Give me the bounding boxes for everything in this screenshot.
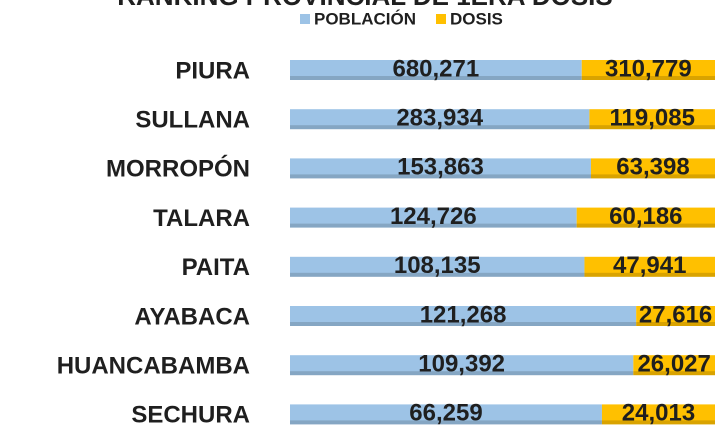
value-label: 27,616 (639, 301, 712, 328)
value-label: 119,085 (609, 105, 694, 132)
bar-segment (290, 207, 577, 228)
bar-segment (636, 306, 715, 326)
bar-shade (576, 223, 715, 228)
bar-shade (590, 174, 715, 179)
value-label: 60,186 (609, 203, 682, 230)
legend-swatch (436, 14, 446, 24)
value-label: 109,392 (418, 351, 505, 378)
value-label: 47,941 (613, 252, 686, 279)
bar-segment (290, 355, 634, 376)
bar-shade (581, 76, 715, 80)
bar-segment (290, 404, 602, 425)
bar-shade (290, 322, 637, 326)
bar-shade (589, 125, 715, 130)
category-label: SULLANA (135, 107, 250, 134)
value-label: 124,726 (390, 203, 477, 230)
value-label: 153,863 (397, 154, 484, 181)
bar-shade (290, 272, 585, 277)
value-label: 26,027 (637, 351, 710, 378)
value-label: 66,259 (409, 400, 482, 427)
value-label: 121,268 (420, 301, 507, 328)
bar-shade (290, 76, 582, 80)
bar-segment (290, 109, 590, 130)
value-label: 283,934 (396, 105, 483, 132)
value-label: 108,135 (394, 252, 481, 279)
value-label: 24,013 (622, 400, 695, 427)
bar-shade (601, 420, 715, 425)
category-label: PIURA (175, 57, 250, 84)
bar-segment (576, 207, 715, 228)
chart-title: RANKING PROVINCIAL DE 1ERA DOSIS (117, 0, 613, 11)
bar-shade (636, 322, 715, 326)
bar-segment (584, 256, 715, 277)
legend-label: POBLACIÓN (314, 9, 416, 28)
bar-segment (290, 256, 585, 277)
category-label: SECHURA (131, 402, 250, 428)
bar-segment (601, 404, 715, 425)
bar-segment (290, 158, 591, 179)
category-label: HUANCABAMBA (57, 353, 250, 380)
legend-swatch (300, 14, 310, 24)
bar-shade (633, 371, 715, 376)
category-label: AYABACA (134, 303, 250, 330)
category-label: PAITA (182, 254, 250, 281)
bar-shade (290, 125, 590, 130)
bar-segment (290, 60, 582, 80)
bar-shade (290, 174, 591, 179)
value-label: 680,271 (392, 55, 479, 82)
bar-segment (290, 306, 637, 326)
category-label: MORROPÓN (106, 155, 250, 183)
legend-label: DOSIS (450, 9, 503, 28)
bar-shade (290, 371, 634, 376)
category-label: TALARA (153, 205, 250, 232)
bar-shade (290, 223, 577, 228)
bar-segment (590, 158, 715, 179)
bar-shade (584, 272, 715, 277)
value-label: 310,779 (605, 55, 692, 82)
bar-segment (589, 109, 715, 130)
bar-segment (633, 355, 715, 376)
value-label: 63,398 (616, 154, 689, 181)
bar-segment (581, 60, 715, 80)
bar-shade (290, 420, 602, 425)
